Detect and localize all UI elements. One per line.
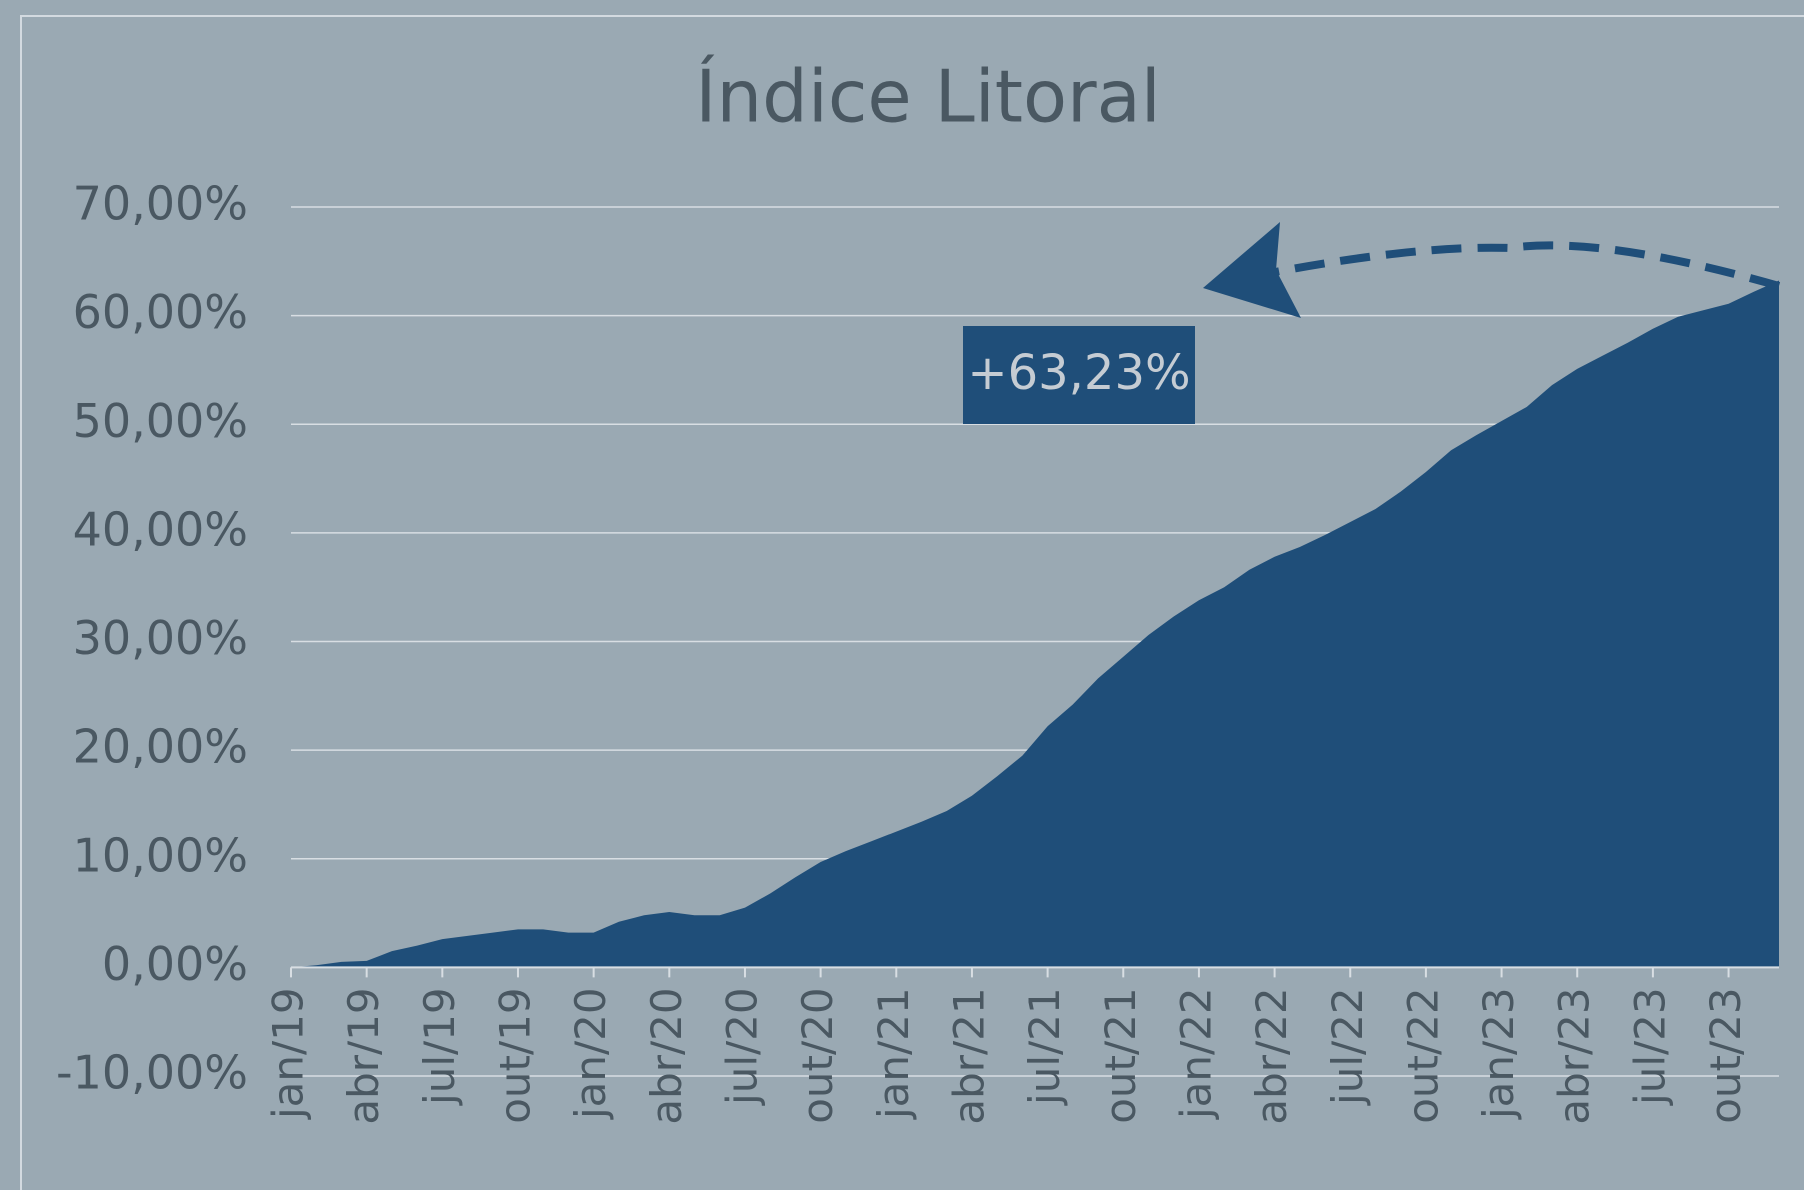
x-tick-label: jul/23 bbox=[1625, 987, 1674, 1106]
x-tick-label: jul/19 bbox=[415, 987, 464, 1106]
y-tick-label: 30,00% bbox=[73, 611, 248, 665]
y-tick-label: 40,00% bbox=[73, 502, 248, 556]
annotation: +63,23% bbox=[967, 345, 1190, 401]
annotation-box bbox=[963, 326, 1195, 424]
x-tick-label: out/20 bbox=[793, 987, 842, 1123]
x-tick-label: jul/20 bbox=[717, 987, 766, 1106]
area bbox=[291, 280, 1779, 968]
y-tick-label: 70,00% bbox=[73, 177, 248, 231]
x-tick-label: abr/22 bbox=[1247, 987, 1296, 1124]
arrow-head bbox=[1203, 222, 1301, 318]
x-tick-label: abr/23 bbox=[1550, 987, 1599, 1124]
x-tick-label: out/22 bbox=[1398, 987, 1447, 1123]
arrow-line bbox=[1274, 241, 1781, 290]
frame bbox=[20, 15, 1804, 1190]
x-tick-label: abr/20 bbox=[642, 987, 691, 1124]
y-tick-label: 50,00% bbox=[73, 394, 248, 448]
x-tick-label: jan/19 bbox=[264, 987, 313, 1120]
x-tick-label: out/19 bbox=[490, 987, 539, 1123]
x-tick-label: jul/21 bbox=[1020, 987, 1069, 1106]
x-tick-label: out/21 bbox=[1096, 987, 1145, 1123]
x-tick-label: jan/20 bbox=[566, 987, 615, 1120]
x-tick-label: out/23 bbox=[1701, 987, 1750, 1123]
y-tick-label: 20,00% bbox=[73, 720, 248, 774]
y-tick-label: 60,00% bbox=[73, 285, 248, 339]
plot: -10,00% 0,00% 10,00% 20,00% 30,00% 40,00% 50,0… bbox=[56, 177, 1779, 1125]
x-tick-label: abr/21 bbox=[944, 987, 993, 1124]
x-tick-label: jan/23 bbox=[1474, 987, 1523, 1120]
y-tick-label: 0,00% bbox=[102, 937, 248, 991]
x-tick-label: jul/22 bbox=[1323, 987, 1372, 1106]
y-tick-label: 10,00% bbox=[73, 828, 248, 882]
y-tick-label: -10,00% bbox=[56, 1046, 248, 1100]
x-tick-label: jan/22 bbox=[1171, 987, 1220, 1120]
chart-title: Índice Litoral bbox=[695, 55, 1160, 139]
x-tick-label: abr/19 bbox=[339, 987, 388, 1124]
x-tick-label: jan/21 bbox=[869, 987, 918, 1120]
